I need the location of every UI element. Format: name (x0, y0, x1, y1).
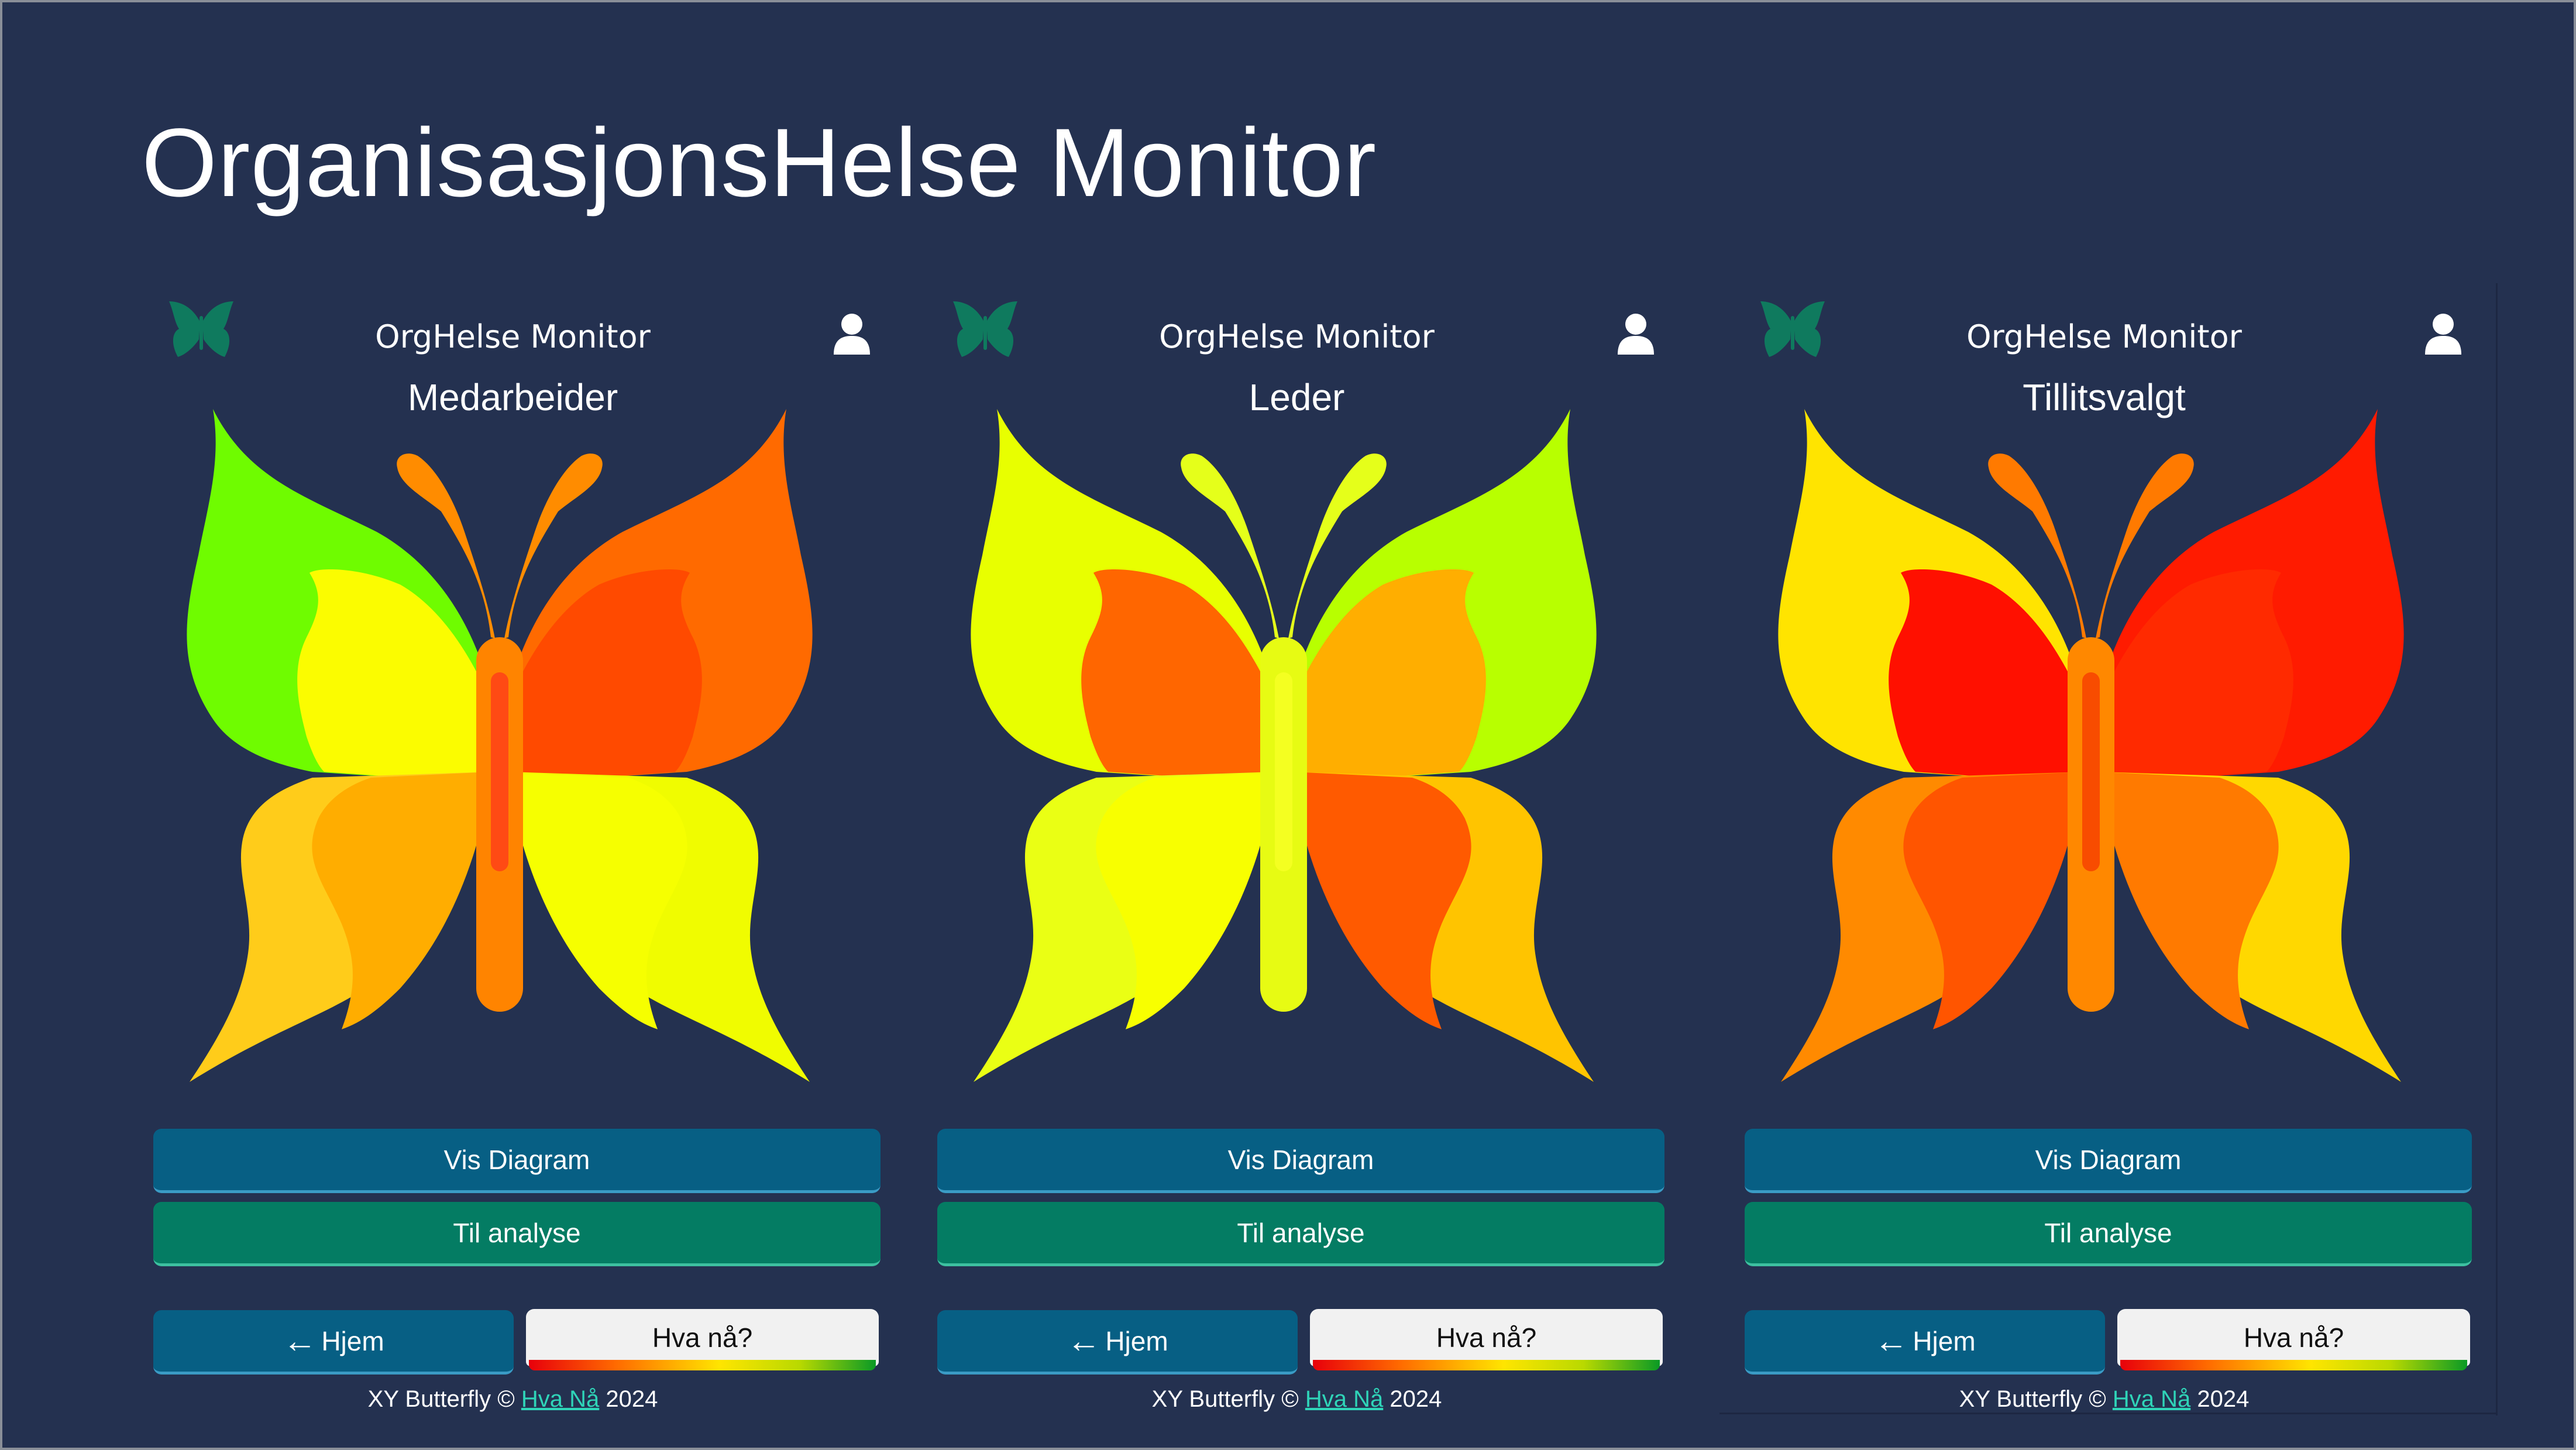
hjem-label: Hjem (1913, 1325, 1976, 1356)
butterfly-chart (187, 409, 813, 1082)
footer: XY Butterfly © Hva Nå 2024 (143, 1386, 883, 1413)
footer: XY Butterfly © Hva Nå 2024 (927, 1386, 1667, 1413)
vis-diagram-button[interactable]: Vis Diagram (153, 1129, 881, 1193)
arrow-left-icon: ← (1067, 1322, 1101, 1360)
panel-leder: OrgHelse Monitor Leder Vis Diagram Til a… (927, 277, 1667, 1424)
health-gradient-bar (2120, 1360, 2467, 1370)
footer-prefix: XY Butterfly © (367, 1386, 515, 1412)
til-analyse-button[interactable]: Til analyse (153, 1202, 881, 1266)
hjem-label: Hjem (1105, 1325, 1168, 1356)
hjem-label: Hjem (321, 1325, 384, 1356)
footer: XY Butterfly © Hva Nå 2024 (1734, 1386, 2474, 1413)
role-title: Medarbeider (407, 376, 618, 418)
arrow-left-icon: ← (283, 1322, 317, 1360)
vis-diagram-button[interactable]: Vis Diagram (937, 1129, 1664, 1193)
user-icon[interactable] (2424, 312, 2462, 355)
butterfly-chart (971, 409, 1597, 1082)
user-icon[interactable] (1617, 312, 1655, 355)
health-gradient-bar (529, 1360, 876, 1370)
health-gradient-bar (1313, 1360, 1660, 1370)
footer-prefix: XY Butterfly © (1959, 1386, 2106, 1412)
hjem-button[interactable]: ← Hjem (937, 1310, 1298, 1375)
footer-link[interactable]: Hva Nå (2112, 1386, 2191, 1412)
user-icon[interactable] (833, 312, 871, 355)
hjem-button[interactable]: ← Hjem (153, 1310, 514, 1375)
butterfly-logo-icon[interactable] (950, 298, 1020, 363)
page-title: OrganisasjonsHelse Monitor (142, 109, 1377, 217)
butterfly-logo-icon[interactable] (1758, 298, 1828, 363)
footer-prefix: XY Butterfly © (1151, 1386, 1299, 1412)
footer-year: 2024 (2197, 1386, 2250, 1412)
butterfly-logo-icon[interactable] (166, 298, 236, 363)
til-analyse-button[interactable]: Til analyse (937, 1202, 1664, 1266)
arrow-left-icon: ← (1874, 1322, 1908, 1360)
panel-divider (2496, 283, 2498, 1415)
app-title: OrgHelse Monitor (375, 318, 651, 355)
app-title: OrgHelse Monitor (1159, 318, 1435, 355)
footer-year: 2024 (606, 1386, 658, 1412)
panel-divider-bottom (1719, 1413, 2498, 1414)
panel-medarbeider: OrgHelse Monitor Medarbeider Vis Diagram… (143, 277, 883, 1424)
hva-na-button[interactable]: Hva nå? (2117, 1309, 2470, 1366)
hva-na-button[interactable]: Hva nå? (1310, 1309, 1663, 1366)
role-title: Tillitsvalgt (2023, 376, 2186, 418)
til-analyse-button[interactable]: Til analyse (1745, 1202, 2472, 1266)
footer-link[interactable]: Hva Nå (521, 1386, 600, 1412)
app-title: OrgHelse Monitor (1966, 318, 2242, 355)
role-title: Leder (1249, 376, 1345, 418)
panel-tillitsvalgt: OrgHelse Monitor Tillitsvalgt Vis Diagra… (1734, 277, 2474, 1424)
vis-diagram-button[interactable]: Vis Diagram (1745, 1129, 2472, 1193)
butterfly-chart (1778, 409, 2404, 1082)
footer-link[interactable]: Hva Nå (1305, 1386, 1384, 1412)
footer-year: 2024 (1390, 1386, 1442, 1412)
hva-na-button[interactable]: Hva nå? (526, 1309, 879, 1366)
hjem-button[interactable]: ← Hjem (1745, 1310, 2105, 1375)
